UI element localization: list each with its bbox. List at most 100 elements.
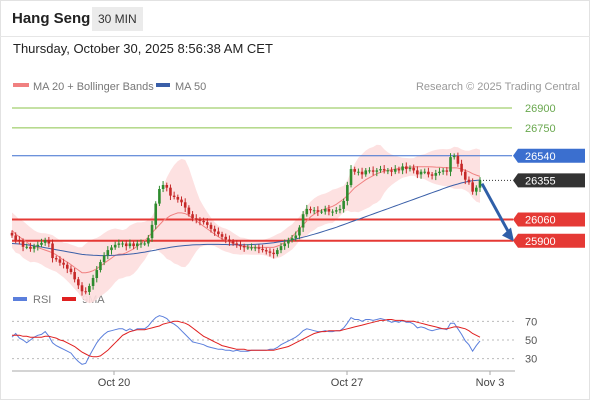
candle-body [386, 170, 390, 172]
candle-body [301, 214, 305, 228]
interval-badge[interactable]: 30 MIN [92, 7, 143, 31]
candle-body [371, 170, 375, 172]
candle-body [58, 259, 62, 263]
candle-body [54, 258, 58, 260]
bollinger-legend-label: MA 20 + Bollinger Bands [33, 81, 154, 93]
candle-body [264, 250, 268, 252]
candle-body [213, 228, 216, 232]
candle-body [375, 170, 379, 172]
price-level-labels: 26900 26750 26540 26355 26060 25900 [513, 103, 585, 248]
candle-body [29, 246, 32, 249]
candle-body [84, 291, 88, 293]
level-label-25900: 25900 [525, 236, 556, 248]
candle-body [224, 236, 228, 240]
candle-body [121, 243, 124, 245]
candle-body [113, 244, 117, 248]
candle-body [327, 208, 331, 212]
rsi-tick-label-50: 50 [525, 335, 537, 347]
candle-body [379, 169, 382, 171]
rsi-tick-label-30: 30 [525, 354, 537, 366]
candle-body [246, 247, 250, 249]
candle-body [10, 232, 14, 236]
rsi-legend-label: RSI [33, 294, 51, 306]
candle-body [408, 167, 412, 170]
candle-body [194, 218, 198, 220]
candle-body [65, 264, 69, 269]
candle-body [110, 247, 113, 251]
candle-body [382, 169, 386, 171]
price-levels [12, 107, 513, 242]
candle-body [298, 227, 301, 236]
level-tag-25900 [513, 233, 585, 248]
candlesticks [10, 152, 482, 296]
candle-body [456, 155, 460, 164]
candle-body [434, 173, 438, 176]
candle-body [158, 189, 161, 204]
candle-body [290, 238, 294, 241]
candle-body [132, 243, 135, 247]
bollinger-legend-swatch [13, 83, 29, 87]
forecast-arrow-shaft [480, 182, 512, 236]
candle-body [88, 285, 91, 292]
candle-body [357, 171, 360, 173]
level-tag-26355 [513, 173, 585, 188]
candle-body [228, 239, 231, 242]
candle-body [272, 252, 275, 255]
forecast-arrow [480, 182, 514, 242]
candle-body [279, 246, 283, 251]
level-label-26355: 26355 [525, 175, 556, 187]
candle-body [117, 243, 121, 245]
candle-body [323, 208, 327, 212]
rsi-ma-line [12, 319, 481, 358]
candle-body [427, 171, 430, 175]
candle-body [460, 163, 463, 172]
candle-body [62, 262, 65, 265]
x-tick-label: Oct 27 [331, 377, 363, 389]
candle-body [154, 203, 158, 225]
candle-body [165, 185, 169, 188]
candle-body [268, 251, 272, 253]
candle-body [449, 157, 452, 172]
x-tick-label: Nov 3 [476, 377, 505, 389]
candle-body [390, 170, 393, 172]
candle-body [235, 243, 239, 245]
chart-header: Hang Seng 30 MIN [0, 0, 590, 36]
candle-body [419, 171, 423, 175]
rsi-tick-label-70: 70 [525, 316, 537, 328]
candle-body [353, 169, 357, 172]
rsi-ma-legend-swatch [62, 297, 76, 301]
candle-body [397, 169, 401, 171]
candle-body [404, 166, 408, 170]
candle-body [401, 166, 404, 171]
candle-body [176, 196, 180, 200]
candle-body [312, 210, 316, 212]
candle-body [25, 246, 29, 248]
rsi-panel: 30 50 70 [11, 315, 537, 366]
bollinger-band-fill [12, 144, 480, 304]
candle-body [283, 243, 286, 247]
ma50-legend-label: MA 50 [175, 81, 206, 93]
forecast-arrow-head [502, 227, 514, 242]
bollinger-bands [12, 144, 480, 304]
candle-body [364, 170, 368, 175]
ma50-line [11, 179, 481, 257]
candle-body [91, 278, 95, 286]
candle-body [320, 211, 323, 213]
candle-body [21, 240, 25, 247]
candle-body [95, 270, 99, 278]
candle-body [191, 214, 194, 219]
candle-body [412, 167, 415, 171]
candle-body [342, 200, 345, 209]
level-label-26900: 26900 [525, 103, 556, 115]
candle-body [73, 272, 76, 280]
level-label-26540: 26540 [525, 151, 556, 163]
candle-body [416, 170, 419, 175]
candle-body [102, 255, 106, 263]
candle-body [239, 244, 242, 247]
level-tag-26540 [513, 148, 585, 163]
candle-body [14, 235, 17, 241]
candle-body [220, 234, 224, 237]
candle-body [257, 247, 261, 249]
candle-body [139, 243, 143, 245]
candle-body [80, 285, 84, 292]
